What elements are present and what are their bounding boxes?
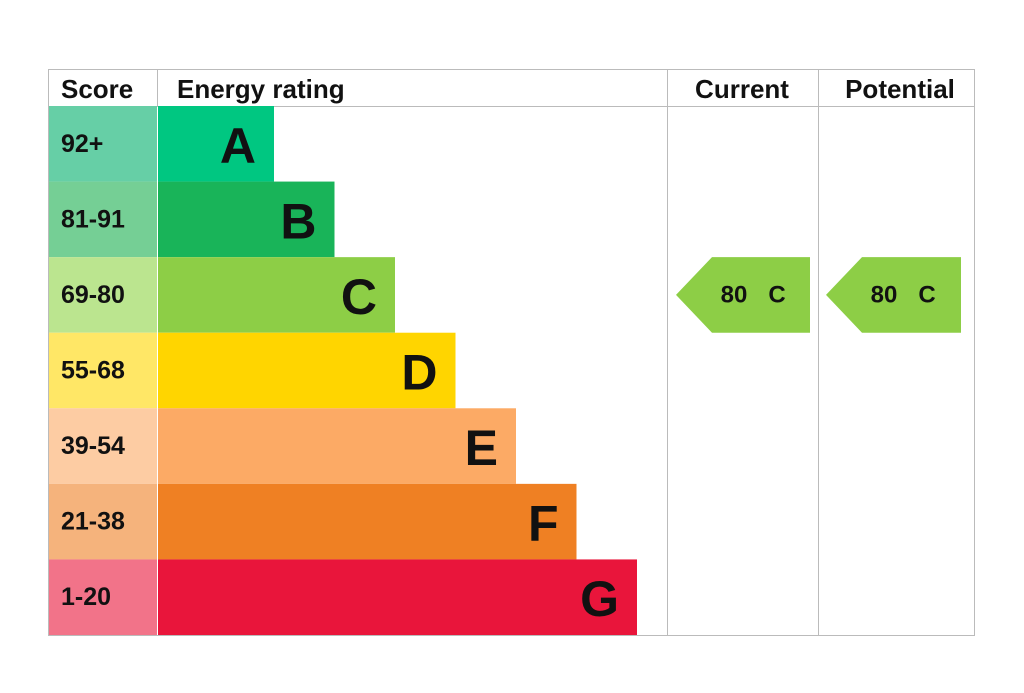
rating-bar [158, 332, 456, 409]
score-range: 39-54 [61, 432, 125, 460]
rating-bar [158, 181, 335, 258]
rating-letter: F [528, 496, 559, 552]
score-cell [49, 106, 157, 182]
rating-arrow [676, 257, 810, 333]
rating-letter: D [401, 345, 437, 401]
score-range: 92+ [61, 130, 103, 158]
rating-letter: B [280, 193, 316, 249]
header-potential: Potential [845, 74, 955, 104]
score-cell [49, 181, 157, 258]
rating-value: 80 [871, 281, 898, 308]
score-cell [49, 559, 157, 635]
rating-letter: A [220, 118, 256, 174]
rating-bar [158, 106, 274, 182]
score-range: 21-38 [61, 508, 125, 536]
rating-letter-small: C [768, 281, 785, 308]
header-score: Score [61, 74, 133, 104]
rating-letter: G [580, 571, 619, 627]
score-range: 69-80 [61, 281, 125, 309]
rating-value: 80 [721, 281, 748, 308]
score-cell [49, 408, 157, 484]
rating-letter: E [465, 420, 498, 476]
rating-bar [158, 483, 577, 560]
score-range: 55-68 [61, 357, 125, 385]
score-range: 1-20 [61, 583, 111, 611]
rating-bar [158, 408, 516, 484]
rating-bar [158, 559, 637, 635]
score-cell [49, 483, 157, 560]
header-rating: Energy rating [177, 74, 345, 104]
score-cell [49, 332, 157, 409]
score-cell [49, 257, 157, 333]
frame [48, 69, 975, 636]
score-range: 81-91 [61, 205, 125, 233]
rating-bar [158, 257, 395, 333]
header-current: Current [695, 74, 789, 104]
rating-letter: C [341, 269, 377, 325]
rating-arrow [826, 257, 961, 333]
rating-letter-small: C [918, 281, 935, 308]
